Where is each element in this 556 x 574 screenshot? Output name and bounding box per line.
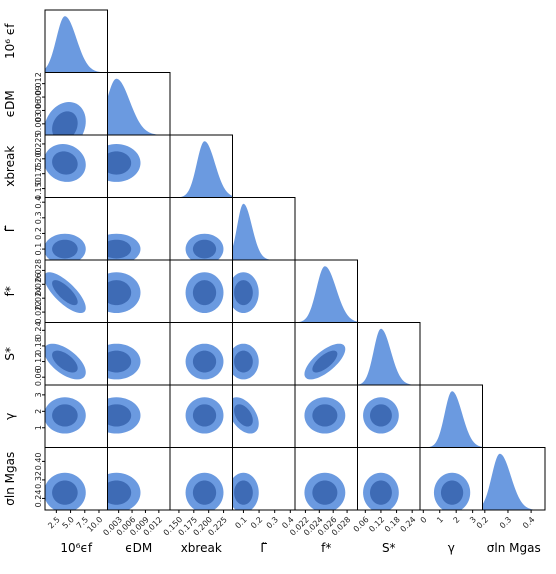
xtick-label-7-2: 0.4 [521,515,536,530]
panel-frame-7-7 [482,447,546,511]
ytick-label-3-0: 0.1 [34,243,43,256]
ytick-label-7-1: 0.32 [34,471,43,489]
contour-68-5-1 [107,350,132,373]
ytick-label-5-3: 0.24 [34,321,43,339]
contour-68-5-2 [192,350,217,373]
contour-68-7-6 [440,480,464,505]
ytick-label-2-0: 0.150 [34,177,43,200]
yaxis-label-1: ϵDM [3,90,17,117]
xaxis-label-6: γ [448,541,455,555]
ytick-label-3-3: 0.4 [34,196,43,209]
xtick-label-7-0: 0.2 [475,515,490,530]
xaxis-label-0: 10⁶ϵf [60,541,92,555]
ytick-label-1-3: 0.012 [34,72,43,95]
ytick-label-5-1: 0.12 [34,353,43,371]
marginal-5 [357,328,420,385]
xaxis-label-5: S* [382,541,396,555]
ytick-label-2-3: 0.225 [34,132,43,155]
yaxis-label-0: 10⁶ ϵf [3,23,17,59]
ytick-label-6-1: 2 [34,409,43,414]
yaxis-label-6: γ [3,413,17,420]
contour-68-3-1 [107,239,132,259]
xaxis-label-2: xbreak [181,541,222,555]
contour-68-4-2 [192,280,217,306]
yaxis-label-3: Γ̃ [3,225,17,232]
ytick-label-2-2: 0.200 [34,147,43,170]
xtick-label-0-0: 2.5 [46,515,61,530]
xtick-label-7-1: 0.3 [498,515,513,530]
contour-68-3-0 [52,239,78,259]
ytick-label-1-0: 0.003 [34,112,43,135]
xtick-label-3-0: 0.1 [233,515,248,530]
contour-68-6-4 [312,404,338,427]
ytick-label-5-2: 0.18 [34,337,43,355]
contour-68-6-3 [234,404,253,427]
ytick-label-7-0: 0.24 [34,490,43,508]
contour-68-7-4 [312,480,338,505]
ytick-label-5-0: 0.06 [34,368,43,386]
contour-68-5-0 [52,350,78,373]
ytick-label-2-1: 0.175 [34,162,43,185]
marginal-1 [107,78,170,135]
ytick-label-6-2: 3 [34,392,43,397]
contour-68-7-1 [107,480,132,505]
contour-68-2-0 [52,151,78,175]
ytick-label-3-1: 0.2 [34,227,43,240]
xaxis-label-1: ϵDM [125,541,152,555]
xaxis-label-7: σln Mgas [487,541,541,555]
marginal-4 [295,266,358,323]
xtick-label-5-1: 0.12 [367,515,386,534]
xtick-label-6-2: 2 [452,515,462,525]
contour-68-6-1 [107,404,132,427]
ytick-label-1-2: 0.009 [34,86,43,109]
ytick-label-6-0: 1 [34,425,43,430]
contour-68-7-2 [192,480,217,505]
yaxis-label-2: xbreak [3,146,17,187]
contour-68-4-0 [52,280,78,306]
marginal-7 [482,453,545,510]
contour-68-7-0 [52,480,78,505]
contour-68-6-5 [370,404,392,427]
contour-68-7-5 [370,480,392,505]
contour-68-1-0 [52,111,78,135]
contour-68-6-2 [192,404,217,427]
xtick-label-0-1: 5.0 [61,515,76,530]
contour-68-4-3 [234,280,253,306]
contour-68-5-3 [234,350,253,373]
ytick-label-4-2: 0.026 [34,273,43,296]
contour-68-3-2 [192,239,217,259]
marginal-0 [45,16,108,73]
ytick-label-4-3: 0.028 [34,259,43,282]
xtick-label-3-2: 0.3 [265,515,280,530]
contour-68-5-4 [312,350,338,373]
yaxis-label-7: σln Mgas [3,452,17,506]
contour-68-2-1 [107,151,132,175]
ytick-label-1-1: 0.006 [34,99,43,122]
xtick-label-3-1: 0.2 [249,515,264,530]
xtick-label-6-0: 0 [419,515,429,525]
xtick-label-6-3: 3 [468,515,478,525]
contour-68-4-1 [107,280,132,306]
contour-68-7-3 [234,480,253,505]
yaxis-label-4: f* [3,286,17,296]
ytick-label-4-0: 0.022 [34,301,43,324]
marginal-2 [170,141,233,198]
xtick-label-6-1: 1 [435,515,445,525]
xtick-label-5-3: 0.24 [399,515,418,534]
contour-68-6-0 [52,404,78,427]
ytick-label-4-1: 0.024 [34,287,43,310]
yaxis-label-5: S* [3,347,17,361]
xaxis-label-4: f* [321,541,331,555]
ytick-label-7-2: 0.40 [34,452,43,470]
ytick-label-3-2: 0.3 [34,211,43,224]
marginal-6 [420,391,483,448]
xaxis-label-3: Γ̃ [260,541,267,555]
marginal-3 [232,203,295,260]
xtick-label-5-2: 0.18 [383,515,402,534]
xtick-label-5-0: 0.06 [352,515,371,534]
